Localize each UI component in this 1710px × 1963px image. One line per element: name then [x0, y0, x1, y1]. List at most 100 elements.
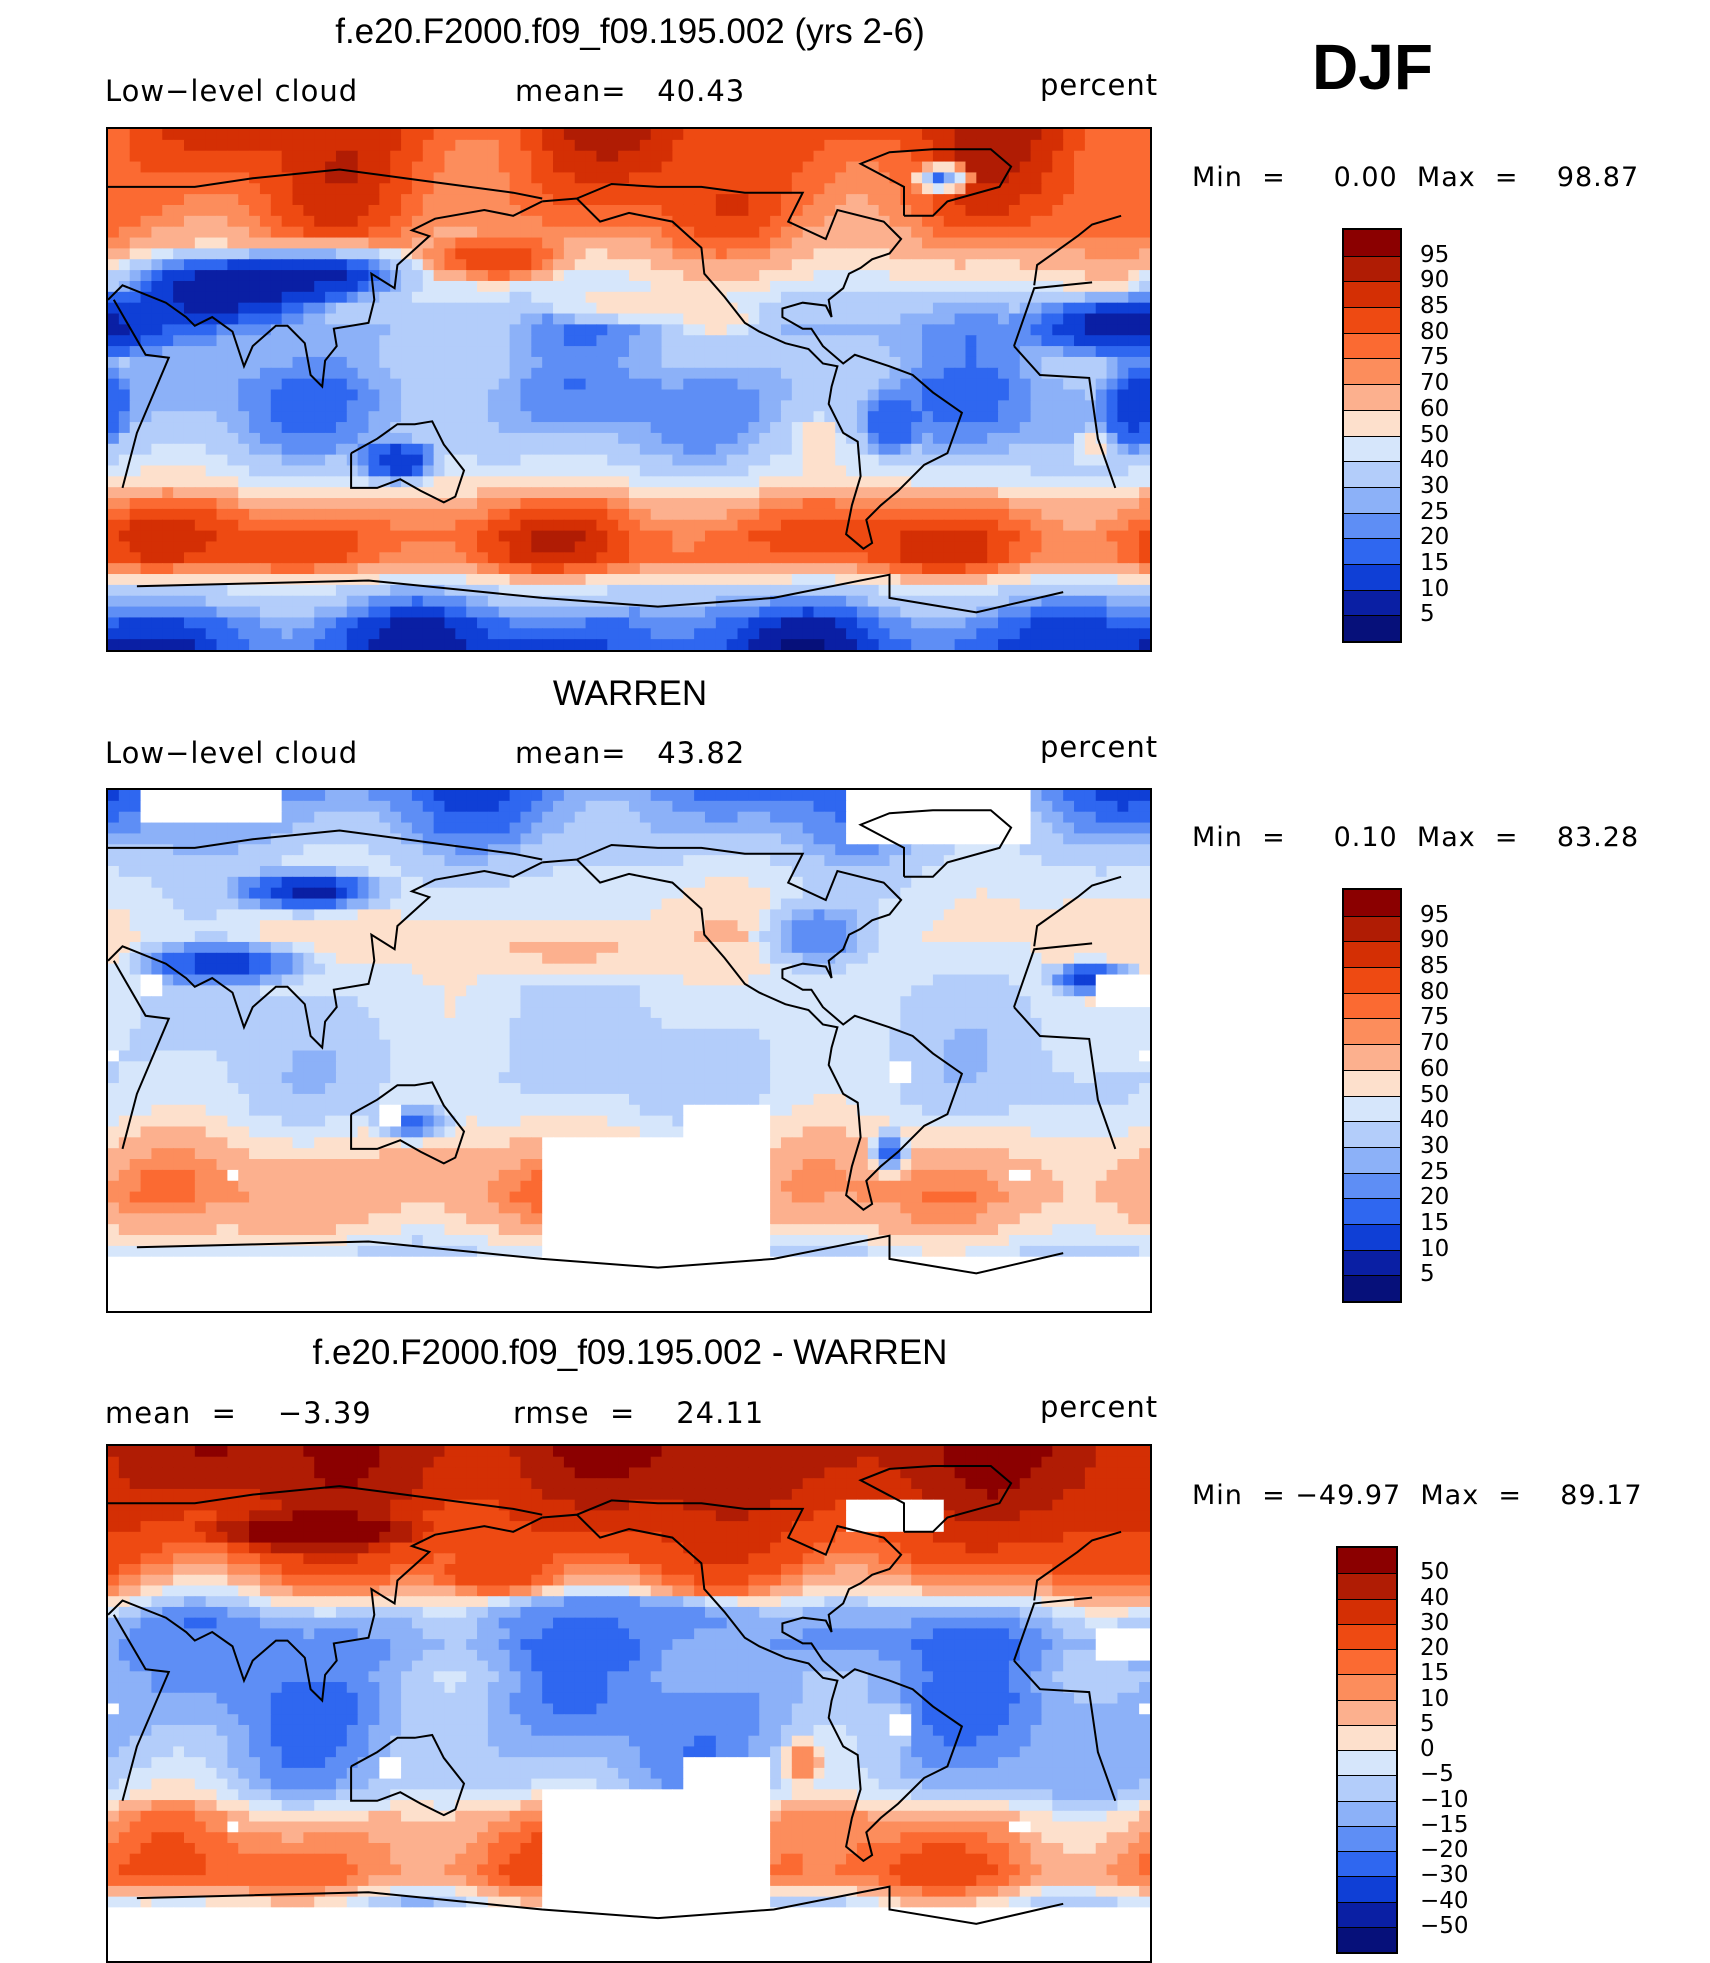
map-grid-cell — [867, 161, 880, 174]
map-grid-cell — [357, 411, 370, 423]
map-grid-cell — [379, 259, 391, 271]
map-grid-cell — [238, 400, 250, 412]
map-grid-cell — [1052, 552, 1064, 564]
map-grid-cell — [867, 129, 880, 141]
map-grid-cell — [802, 519, 815, 532]
map-grid-cell — [194, 237, 207, 249]
map-grid-cell — [1095, 790, 1108, 802]
map-grid-cell — [259, 378, 272, 391]
map-grid-cell — [922, 443, 934, 456]
map-grid-cell — [509, 617, 522, 629]
map-grid-cell — [867, 259, 880, 271]
map-grid-cell — [151, 454, 163, 467]
map-grid-cell — [151, 508, 163, 521]
map-grid-cell — [802, 432, 815, 445]
map-grid-cell — [216, 541, 228, 553]
map-grid-cell — [704, 476, 717, 488]
map-grid-cell — [433, 563, 446, 575]
map-grid-cell — [672, 508, 684, 521]
map-grid-cell — [846, 563, 858, 575]
map-grid-cell — [998, 389, 1010, 401]
map-grid-cell — [770, 508, 782, 521]
map-grid-cell — [1063, 259, 1075, 271]
map-grid-cell — [249, 628, 261, 640]
map-grid-cell — [1074, 129, 1086, 141]
map-grid-cell — [878, 595, 891, 608]
map-grid-cell — [194, 335, 207, 347]
map-grid-cell — [1117, 291, 1129, 304]
map-grid-cell — [325, 617, 337, 629]
map-grid-cell — [932, 530, 945, 543]
map-grid-cell — [1117, 443, 1129, 456]
map-grid-cell — [1117, 465, 1129, 477]
map-grid-cell — [813, 498, 825, 510]
map-grid-cell — [314, 367, 326, 380]
map-grid-cell — [596, 161, 608, 174]
map-grid-cell — [1095, 378, 1108, 391]
map-grid-cell — [553, 280, 565, 293]
map-grid-cell — [477, 552, 489, 564]
map-grid-cell — [303, 541, 315, 553]
map-grid-cell — [889, 563, 901, 575]
map-grid-cell — [976, 617, 988, 629]
map-grid-cell — [542, 584, 554, 597]
map-grid-cell — [325, 270, 337, 282]
map-grid-cell — [553, 335, 565, 347]
map-grid-cell — [954, 811, 967, 824]
map-grid-cell — [183, 237, 196, 249]
map-grid-cell — [270, 139, 283, 152]
map-grid-cell — [813, 790, 825, 802]
map-grid-cell — [748, 476, 760, 488]
map-grid-cell — [227, 606, 239, 619]
map-grid-cell — [477, 574, 489, 586]
map-grid-cell — [357, 161, 370, 174]
map-grid-cell — [813, 541, 825, 553]
map-grid-cell — [259, 508, 272, 521]
map-grid-cell — [867, 628, 880, 640]
map-grid-cell — [1128, 519, 1140, 532]
map-grid-cell — [1139, 346, 1150, 358]
map-grid-cell — [433, 454, 446, 467]
map-grid-cell — [629, 302, 641, 315]
map-grid-cell — [922, 194, 934, 206]
map-grid-cell — [932, 606, 945, 619]
map-grid-cell — [390, 584, 402, 597]
map-grid-cell — [802, 237, 815, 249]
map-grid-cell — [987, 552, 999, 564]
map-grid-cell — [889, 400, 901, 412]
map-grid-cell — [270, 454, 283, 467]
map-grid-cell — [998, 356, 1010, 369]
map-grid-cell — [943, 367, 956, 380]
map-grid-cell — [487, 161, 500, 174]
map-grid-cell — [629, 356, 641, 369]
map-grid-cell — [477, 226, 489, 239]
map-grid-cell — [455, 541, 467, 553]
map-grid-cell — [1019, 302, 1032, 315]
map-grid-cell — [227, 628, 239, 640]
map-grid-cell — [325, 150, 337, 163]
map-grid-cell — [683, 346, 695, 358]
map-grid-cell — [151, 606, 163, 619]
map-grid-cell — [1084, 563, 1097, 575]
map-grid-cell — [639, 215, 652, 228]
map-grid-cell — [911, 422, 923, 434]
map-grid-cell — [585, 324, 598, 336]
map-grid-cell — [748, 324, 760, 336]
map-grid-cell — [238, 800, 250, 813]
map-grid-cell — [129, 346, 142, 358]
map-grid-cell — [238, 563, 250, 575]
map-grid-cell — [1117, 411, 1129, 423]
map-grid-cell — [694, 508, 706, 521]
map-grid-cell — [173, 595, 185, 608]
map-grid-cell — [357, 639, 370, 650]
map-grid-cell — [715, 270, 728, 282]
map-grid-cell — [791, 432, 804, 445]
map-grid-cell — [411, 790, 424, 802]
map-grid-cell — [694, 226, 706, 239]
map-grid-cell — [694, 574, 706, 586]
map-grid-cell — [563, 150, 576, 163]
map-grid-cell — [1084, 183, 1097, 195]
map-grid-cell — [585, 628, 598, 640]
map-grid-cell — [531, 519, 543, 532]
map-grid-cell — [259, 800, 272, 813]
